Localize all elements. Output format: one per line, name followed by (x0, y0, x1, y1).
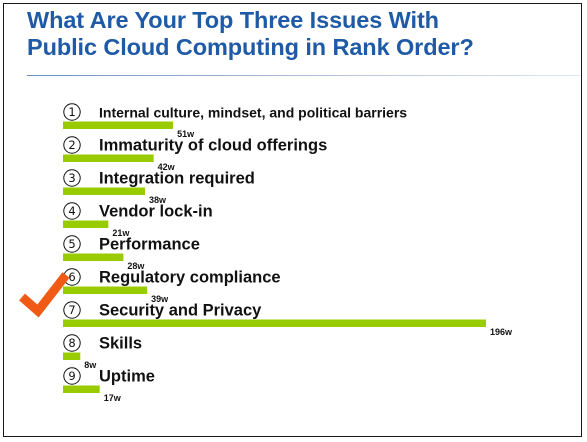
rank-number-5: 5 (68, 237, 75, 251)
rank-number-3: 3 (68, 171, 75, 185)
bar-4 (63, 220, 109, 228)
checkmark-icon (19, 272, 70, 318)
rank-number-7: 7 (68, 303, 75, 317)
rank-circle-3 (63, 169, 81, 187)
bar-9 (63, 385, 100, 393)
category-label-9: Uptime (99, 368, 155, 386)
category-label-8: Skills (99, 335, 142, 353)
rank-number-2: 2 (68, 138, 75, 152)
category-label-6: Regulatory compliance (99, 269, 281, 287)
value-label-1: 51w (177, 129, 195, 139)
rank-circle-7 (63, 301, 81, 319)
bar-2 (63, 154, 154, 162)
bar-6 (63, 286, 148, 294)
category-label-3: Integration required (99, 170, 255, 188)
rank-circle-9 (63, 367, 81, 385)
value-label-4: 21w (112, 228, 130, 238)
value-label-8: 8w (84, 360, 97, 370)
bar-5 (63, 253, 124, 261)
rank-circle-8 (63, 334, 81, 352)
value-label-6: 39w (151, 294, 169, 304)
bar-1 (63, 121, 174, 129)
category-label-5: Performance (99, 236, 200, 254)
rank-circle-1 (63, 103, 81, 121)
value-label-3: 38w (149, 195, 167, 205)
rank-number-9: 9 (68, 369, 75, 383)
rank-circle-5 (63, 235, 81, 253)
category-label-1: Internal culture, mindset, and political… (99, 105, 407, 121)
title-line-1: What Are Your Top Three Issues With (27, 7, 439, 33)
rank-number-6: 6 (68, 270, 75, 284)
title-divider (27, 75, 580, 76)
rank-circle-4 (63, 202, 81, 220)
bar-7 (63, 319, 486, 327)
page-title: What Are Your Top Three Issues With Publ… (27, 7, 567, 61)
rank-number-4: 4 (68, 204, 75, 218)
bar-3 (63, 187, 146, 195)
category-label-4: Vendor lock-in (99, 203, 213, 221)
bar-8 (63, 352, 81, 360)
value-label-9: 17w (104, 393, 122, 403)
category-label-2: Immaturity of cloud offerings (99, 137, 327, 155)
rank-number-8: 8 (68, 336, 75, 350)
value-label-7: 196w (490, 327, 513, 337)
rank-number-1: 1 (68, 105, 75, 119)
category-label-7: Security and Privacy (99, 302, 262, 320)
value-label-2: 42w (158, 162, 176, 172)
title-line-2: Public Cloud Computing in Rank Order? (27, 34, 474, 60)
rank-circle-2 (63, 136, 81, 154)
value-label-5: 28w (127, 261, 145, 271)
